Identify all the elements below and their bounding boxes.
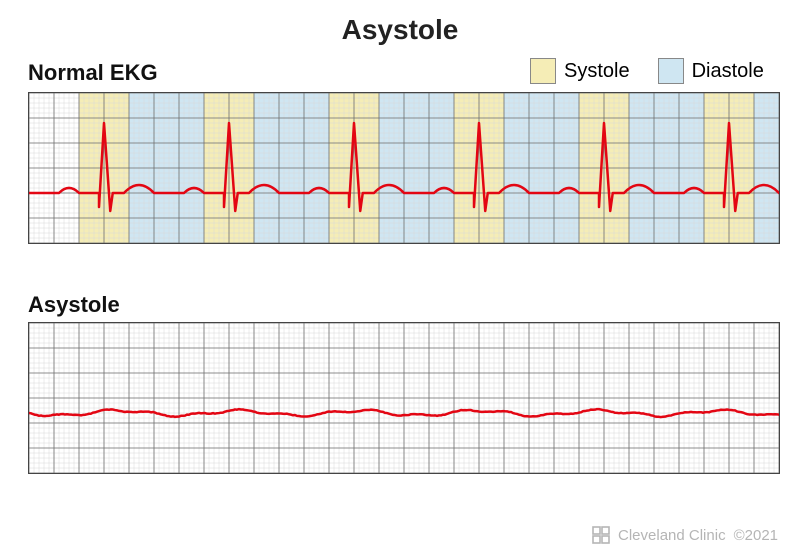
- page-title: Asystole: [0, 14, 800, 46]
- normal-ekg-label: Normal EKG: [28, 60, 158, 86]
- legend-item-diastole: Diastole: [658, 58, 764, 84]
- watermark: Cleveland Clinic ©2021: [592, 526, 778, 544]
- legend-swatch-systole: [530, 58, 556, 84]
- watermark-icon: [592, 526, 610, 544]
- legend: Systole Diastole: [530, 58, 764, 84]
- asystole-svg: [29, 323, 779, 473]
- legend-label-systole: Systole: [564, 60, 630, 83]
- legend-label-diastole: Diastole: [692, 60, 764, 83]
- watermark-year: ©2021: [734, 527, 778, 544]
- normal-ekg-chart: [28, 92, 780, 244]
- watermark-text: Cleveland Clinic: [618, 527, 726, 544]
- asystole-label: Asystole: [28, 292, 120, 318]
- normal-ekg-svg: [29, 93, 779, 243]
- legend-swatch-diastole: [658, 58, 684, 84]
- asystole-chart: [28, 322, 780, 474]
- legend-item-systole: Systole: [530, 58, 630, 84]
